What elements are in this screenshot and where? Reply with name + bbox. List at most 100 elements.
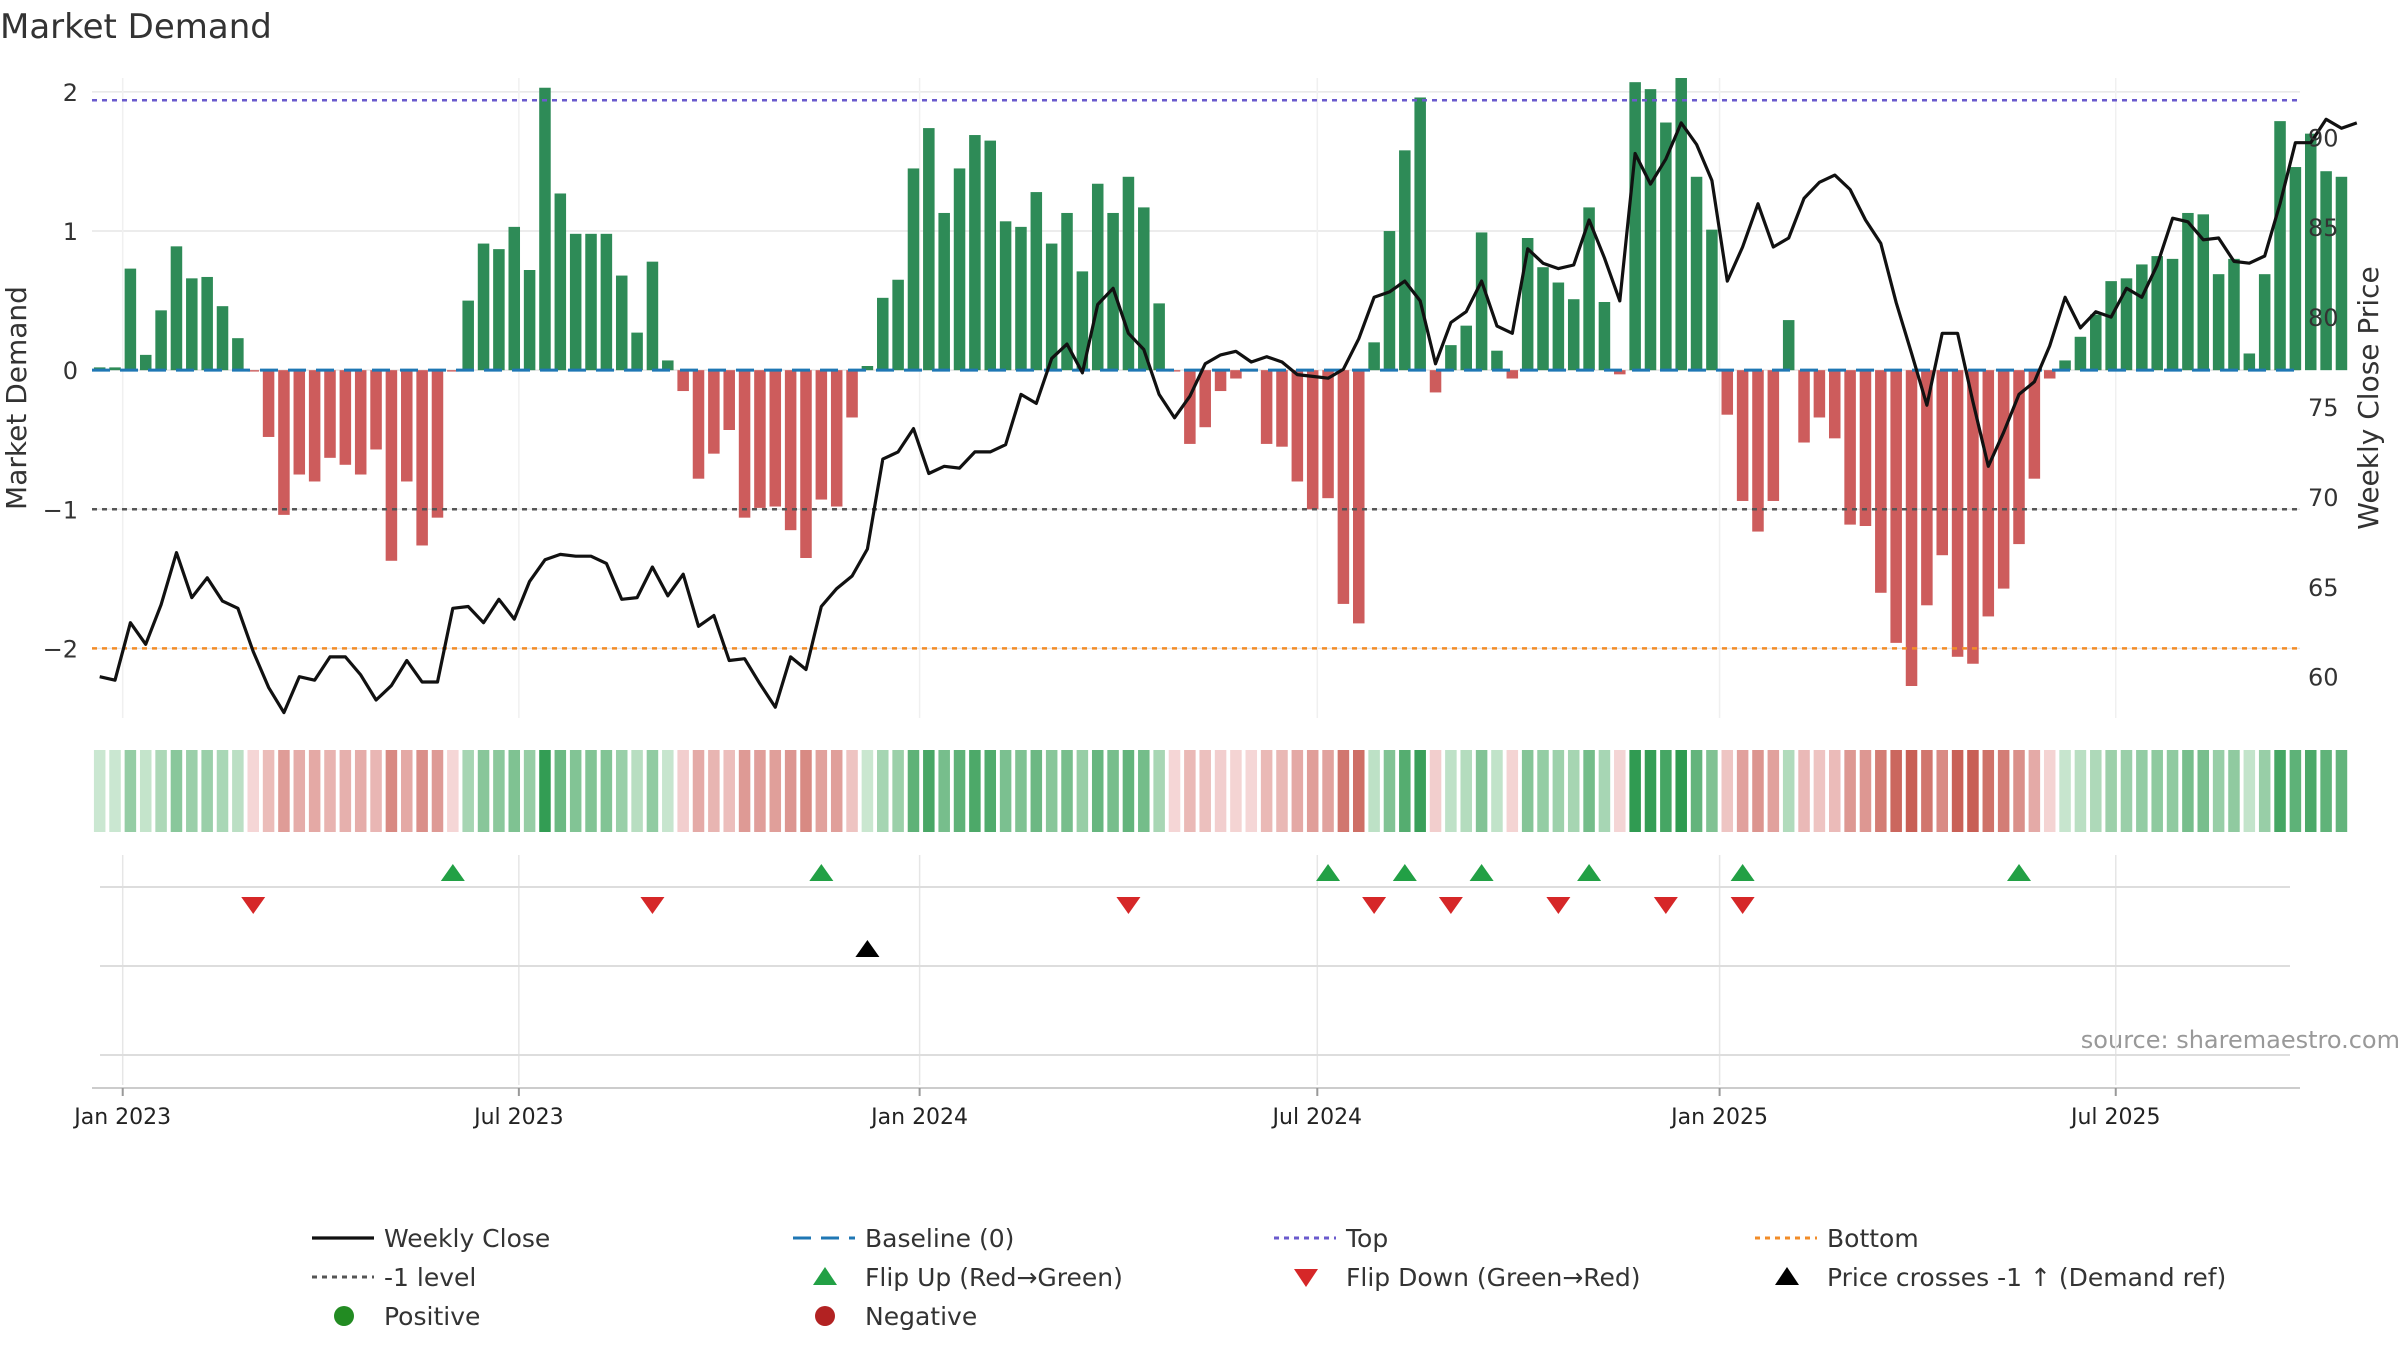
demand-bar [1736, 370, 1749, 501]
heat-cell [1491, 750, 1503, 832]
demand-bar [447, 370, 459, 372]
x-tick-label: Jul 2025 [2069, 1105, 2161, 1130]
heat-cell [1614, 750, 1626, 832]
demand-bar [493, 249, 505, 371]
demand-bar [2120, 278, 2133, 371]
heat-cell [2074, 750, 2087, 832]
demand-bar [1015, 226, 1027, 371]
heat-cell [1798, 750, 1810, 832]
heat-cell [1890, 750, 1902, 832]
demand-bar [508, 226, 521, 371]
demand-bar [877, 297, 889, 371]
heat-cell [2258, 750, 2271, 832]
heat-cell [1368, 750, 1380, 832]
heat-cell [1260, 750, 1273, 832]
heat-cell [293, 750, 306, 832]
heat-cell [477, 750, 490, 832]
heat-cell [1168, 750, 1181, 832]
demand-bar [754, 370, 766, 508]
demand-bar [907, 168, 920, 371]
heat-cell [1629, 750, 1641, 832]
heat-cell [1767, 750, 1780, 832]
demand-bar [1905, 370, 1918, 686]
demand-bar [1230, 370, 1242, 379]
legend-triangle-up-icon [813, 1267, 837, 1285]
left-tick-label: 0 [63, 357, 78, 385]
heat-cell [1859, 750, 1872, 832]
heat-cell [93, 750, 106, 832]
demand-bar [2335, 176, 2348, 371]
demand-bar [1690, 176, 1703, 371]
price-cross-marker [855, 940, 880, 957]
demand-bar [2304, 133, 2317, 371]
heat-cell [124, 750, 137, 832]
heat-cell [354, 750, 367, 832]
legend-label: Flip Up (Red→Green) [865, 1263, 1123, 1292]
demand-bar [554, 193, 567, 371]
left-axis-label: Market Demand [0, 286, 33, 510]
demand-bar [1660, 122, 1672, 371]
demand-bar [1844, 370, 1856, 525]
demand-bar [892, 279, 904, 371]
heat-cell [738, 750, 751, 832]
flip-up-marker [1577, 864, 1602, 881]
x-axis: Jan 2023 Jul 2023 Jan 2024 Jul 2024 Jan 2025… [72, 1087, 2300, 1130]
legend-label: Price crosses -1 ↑ (Demand ref) [1827, 1263, 2226, 1292]
heat-cell [2197, 750, 2210, 832]
legend-label: Baseline (0) [865, 1224, 1014, 1253]
demand-bar [600, 233, 613, 371]
demand-bar [723, 370, 735, 430]
demand-bar [1399, 150, 1411, 371]
flip-down-marker [1438, 897, 1463, 914]
demand-bar [539, 87, 551, 371]
heat-cell [324, 750, 336, 832]
demand-bar [585, 233, 597, 371]
heat-cell [631, 750, 643, 832]
heat-cell [784, 750, 797, 832]
demand-bar [155, 310, 167, 371]
heat-cell [1091, 750, 1104, 832]
heat-cell [1905, 750, 1918, 832]
left-tick-label: 2 [63, 79, 78, 107]
heat-cell [1353, 750, 1365, 832]
demand-bar [385, 370, 398, 561]
heat-cell [1736, 750, 1749, 832]
heat-cell [984, 750, 997, 832]
demand-bar [1475, 232, 1488, 371]
demand-bar [401, 370, 413, 482]
heat-cell [1690, 750, 1703, 832]
heat-cell [554, 750, 567, 832]
demand-bar [308, 370, 321, 482]
heat-cell [1644, 750, 1657, 832]
heat-cell [1537, 750, 1549, 832]
heat-cell [1276, 750, 1288, 832]
demand-bar [109, 367, 121, 371]
heat-cell [2013, 750, 2025, 832]
flip-up-marker [1316, 864, 1341, 881]
demand-bar [216, 306, 229, 371]
heat-cell [1675, 750, 1687, 832]
legend-triangle-down-icon [1294, 1269, 1318, 1287]
demand-bar [923, 128, 935, 371]
heat-cell [1552, 750, 1565, 832]
heat-cell [646, 750, 659, 832]
demand-bar [569, 233, 582, 371]
heat-cell [815, 750, 828, 832]
demand-bar [1460, 325, 1472, 371]
heat-cell [1076, 750, 1089, 832]
heat-cell [1291, 750, 1304, 832]
heat-cell [2105, 750, 2117, 832]
legend-label: Top [1345, 1224, 1388, 1253]
flip-up-marker [440, 864, 465, 881]
demand-bars [93, 78, 2348, 686]
heat-cell [2228, 750, 2240, 832]
reference-lines [92, 99, 2300, 650]
demand-bar [2013, 370, 2025, 545]
heat-cell [247, 750, 259, 832]
demand-bar [692, 370, 705, 479]
heat-cell [2090, 750, 2102, 832]
demand-bar [662, 360, 674, 371]
heat-cell [2335, 750, 2348, 832]
heat-cell [2289, 750, 2302, 832]
demand-bar [2289, 167, 2302, 371]
